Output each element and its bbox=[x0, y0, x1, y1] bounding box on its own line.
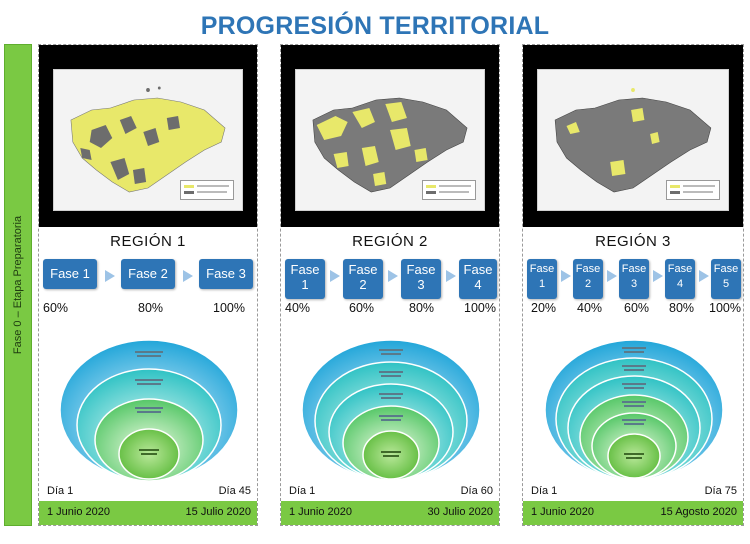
arrow-icon bbox=[183, 270, 193, 282]
region-3-phase-5: Fase 5 bbox=[711, 259, 741, 299]
region-2-pct-4: 100% bbox=[464, 301, 496, 315]
region-1-day-end: Día 45 bbox=[218, 485, 251, 497]
region-1-concentric-diagram bbox=[49, 337, 249, 487]
phase-number: 2 bbox=[584, 278, 592, 290]
region-1-day-start: Día 1 bbox=[47, 485, 74, 497]
region-1-pct-2: 80% bbox=[138, 301, 164, 315]
region-1-panel: REGIÓN 1 Fase 1 Fase 2 Fase 3 60% 80% 10… bbox=[38, 44, 258, 526]
phase-number: 1 bbox=[301, 277, 309, 292]
region-2-concentric-diagram bbox=[291, 337, 491, 487]
region-2-phase-2: Fase 2 bbox=[343, 259, 383, 299]
phase-word: Fase bbox=[621, 263, 647, 275]
region-3-panel: REGIÓN 3 Fase 1 Fase 2 Fase 3 Fase 4 Fase 5 2… bbox=[522, 44, 744, 526]
arrow-icon bbox=[561, 270, 571, 282]
region-1-title: REGIÓN 1 bbox=[110, 233, 186, 250]
region-2-pct-3: 80% bbox=[409, 301, 435, 315]
region-3-phase-1: Fase 1 bbox=[527, 259, 557, 299]
phase-word: Fase bbox=[575, 263, 601, 275]
map-legend bbox=[422, 180, 476, 200]
region-2-pct-1: 40% bbox=[285, 301, 311, 315]
region-3-date-end: 15 Agosto 2020 bbox=[660, 506, 737, 518]
phase-number: 1 bbox=[538, 278, 546, 290]
region-3-pct-3: 60% bbox=[624, 301, 650, 315]
region-1-phase-1: Fase 1 bbox=[43, 259, 97, 289]
region-3-pct-5: 100% bbox=[709, 301, 741, 315]
map-legend bbox=[180, 180, 234, 200]
region-3-phase-4: Fase 4 bbox=[665, 259, 695, 299]
region-1-date-end: 15 Julio 2020 bbox=[185, 506, 251, 518]
arrow-icon bbox=[699, 270, 709, 282]
arrow-icon bbox=[330, 270, 340, 282]
phase-number: 3 bbox=[417, 277, 425, 292]
phase-word: Fase bbox=[713, 263, 739, 275]
sidebar-label: Fase 0 – Etapa Preparatoria bbox=[12, 215, 24, 355]
phase-number: 4 bbox=[474, 277, 482, 292]
region-3-day-end: Día 75 bbox=[704, 485, 737, 497]
region-3-pct-2: 40% bbox=[577, 301, 603, 315]
region-1-map bbox=[53, 69, 243, 211]
phase-word: Fase bbox=[463, 262, 493, 277]
region-2-title: REGIÓN 2 bbox=[352, 233, 428, 250]
region-3-pct-1: 20% bbox=[531, 301, 557, 315]
region-2-date-start: 1 Junio 2020 bbox=[289, 506, 352, 518]
region-2-map bbox=[295, 69, 485, 211]
region-3-date-start: 1 Junio 2020 bbox=[531, 506, 594, 518]
phase-number: 2 bbox=[359, 277, 367, 292]
region-2-phase-1: Fase 1 bbox=[285, 259, 325, 299]
region-2-phase-3: Fase 3 bbox=[401, 259, 441, 299]
region-1-pct-1: 60% bbox=[43, 301, 69, 315]
region-3-concentric-diagram bbox=[534, 337, 734, 487]
page-title: PROGRESIÓN TERRITORIAL bbox=[200, 12, 550, 40]
map-legend bbox=[666, 180, 720, 200]
region-2-date-end: 30 Julio 2020 bbox=[427, 506, 493, 518]
region-2-day-end: Día 60 bbox=[460, 485, 493, 497]
region-3-phase-2: Fase 2 bbox=[573, 259, 603, 299]
region-3-map bbox=[537, 69, 729, 211]
phase-word: Fase bbox=[406, 262, 436, 277]
phase-number: 3 bbox=[630, 278, 638, 290]
region-3-title: REGIÓN 3 bbox=[595, 233, 671, 250]
region-2-day-start: Día 1 bbox=[289, 485, 316, 497]
stage-sidebar: Fase 0 – Etapa Preparatoria bbox=[4, 44, 32, 526]
region-3-date-bar: 1 Junio 2020 15 Agosto 2020 bbox=[523, 501, 743, 525]
phase-word: Fase bbox=[667, 263, 693, 275]
region-3-map-frame bbox=[523, 45, 743, 227]
phase-word: Fase bbox=[290, 262, 320, 277]
region-1-pct-3: 100% bbox=[213, 301, 245, 315]
region-2-phase-4: Fase 4 bbox=[459, 259, 497, 299]
phase-number: 5 bbox=[722, 278, 730, 290]
region-3-day-start: Día 1 bbox=[531, 485, 558, 497]
region-3-phase-3: Fase 3 bbox=[619, 259, 649, 299]
region-1-date-start: 1 Junio 2020 bbox=[47, 506, 110, 518]
region-1-map-frame bbox=[39, 45, 257, 227]
region-2-pct-2: 60% bbox=[349, 301, 375, 315]
region-2-panel: REGIÓN 2 Fase 1 Fase 2 Fase 3 Fase 4 40% 60%… bbox=[280, 44, 500, 526]
phase-number: 4 bbox=[676, 278, 684, 290]
arrow-icon bbox=[446, 270, 456, 282]
region-2-date-bar: 1 Junio 2020 30 Julio 2020 bbox=[281, 501, 499, 525]
region-1-date-bar: 1 Junio 2020 15 Julio 2020 bbox=[39, 501, 257, 525]
region-3-pct-4: 80% bbox=[669, 301, 695, 315]
region-1-phase-3: Fase 3 bbox=[199, 259, 253, 289]
phase-word: Fase bbox=[348, 262, 378, 277]
arrow-icon bbox=[388, 270, 398, 282]
arrow-icon bbox=[607, 270, 617, 282]
phase-word: Fase bbox=[529, 263, 555, 275]
region-2-map-frame bbox=[281, 45, 499, 227]
region-1-phase-2: Fase 2 bbox=[121, 259, 175, 289]
arrow-icon bbox=[653, 270, 663, 282]
arrow-icon bbox=[105, 270, 115, 282]
